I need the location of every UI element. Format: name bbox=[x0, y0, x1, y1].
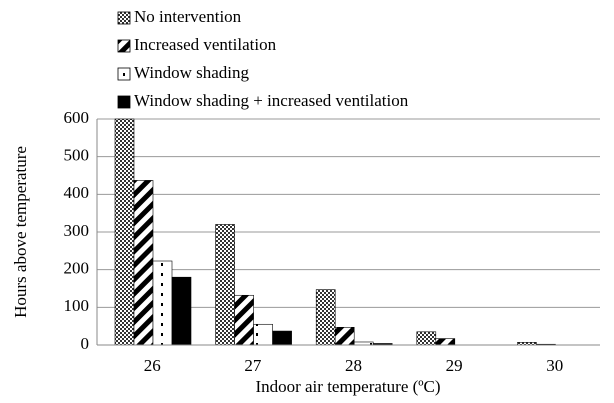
bar bbox=[334, 326, 355, 346]
bar bbox=[133, 180, 154, 346]
x-axis-title: Indoor air temperature (ºC) bbox=[255, 377, 440, 396]
x-tick-label: 28 bbox=[345, 356, 362, 375]
legend-swatch bbox=[117, 95, 131, 109]
y-tick-label: 0 bbox=[81, 334, 90, 353]
bar bbox=[215, 224, 235, 346]
x-tick-label: 30 bbox=[546, 356, 563, 375]
legend-swatch bbox=[117, 39, 131, 53]
y-axis-title: Hours above temperature bbox=[11, 146, 30, 318]
legend-swatch bbox=[117, 67, 131, 81]
bar bbox=[253, 323, 273, 346]
bar bbox=[435, 338, 456, 346]
legend-swatch bbox=[117, 11, 131, 25]
bar bbox=[416, 331, 437, 346]
legend-label: No intervention bbox=[134, 7, 242, 26]
legend-label: Increased ventilation bbox=[134, 35, 277, 54]
x-tick-label: 29 bbox=[446, 356, 463, 375]
y-tick-label: 500 bbox=[64, 146, 90, 165]
bar bbox=[171, 276, 192, 346]
x-tick-label: 26 bbox=[144, 356, 161, 375]
bar bbox=[114, 118, 135, 346]
x-tick-label: 27 bbox=[244, 356, 262, 375]
y-tick-label: 200 bbox=[64, 259, 90, 278]
bar bbox=[152, 260, 173, 346]
bar bbox=[272, 330, 292, 346]
legend-label: Window shading bbox=[134, 63, 249, 82]
y-tick-label: 300 bbox=[64, 221, 90, 240]
y-tick-label: 100 bbox=[64, 296, 90, 315]
y-tick-label: 600 bbox=[64, 108, 90, 127]
bar bbox=[315, 289, 336, 346]
bar bbox=[234, 294, 254, 346]
legend-label: Window shading + increased ventilation bbox=[134, 91, 409, 110]
y-tick-label: 400 bbox=[64, 183, 90, 202]
